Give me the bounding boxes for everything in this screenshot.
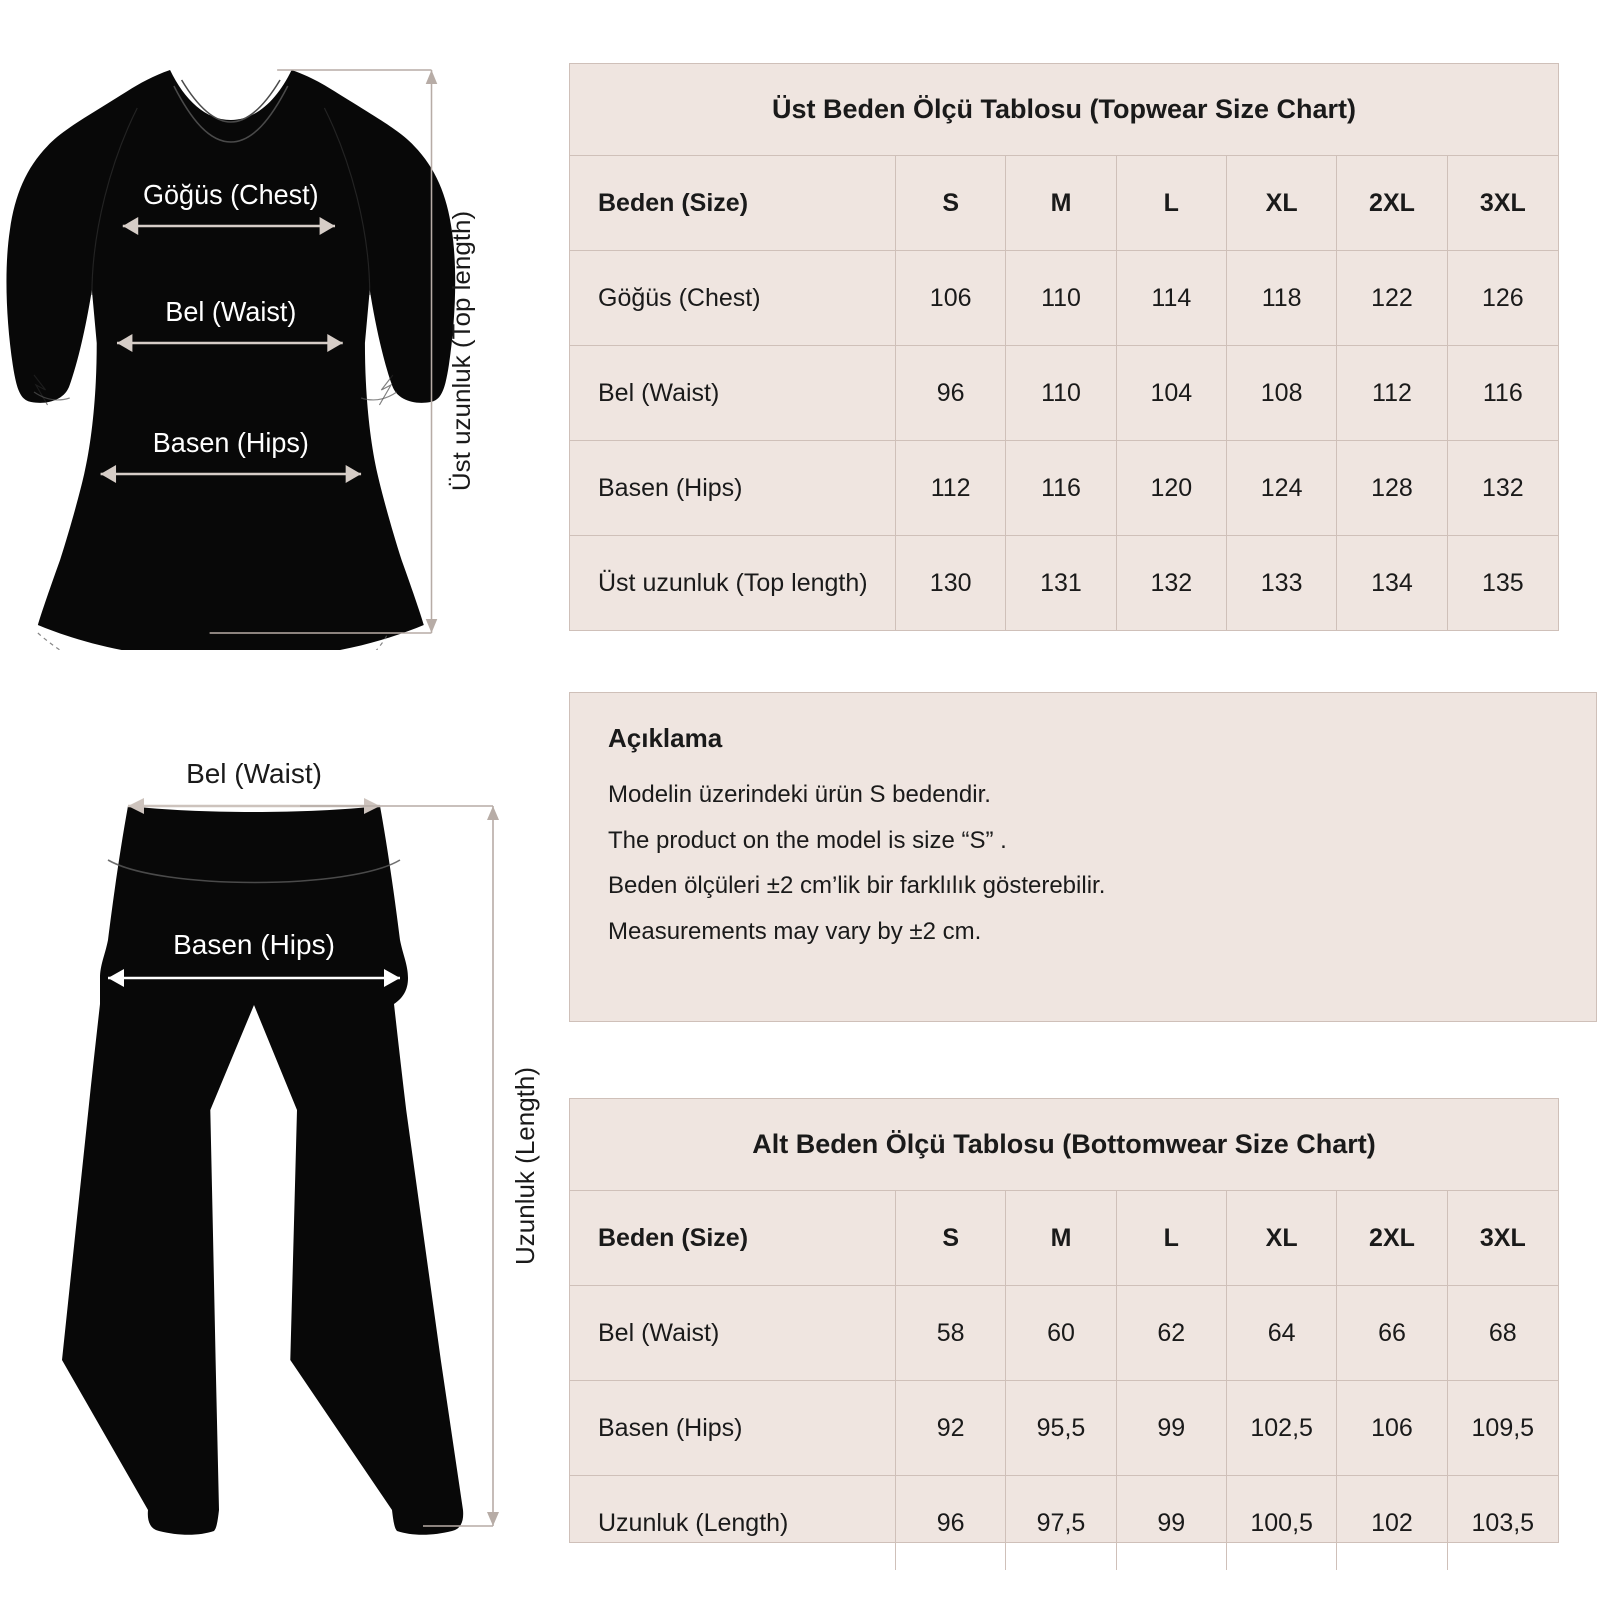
svg-text:Uzunluk (Length): Uzunluk (Length) <box>510 1067 540 1265</box>
svg-text:Üst uzunluk (Top length): Üst uzunluk (Top length) <box>448 211 475 491</box>
svg-text:Bel (Waist): Bel (Waist) <box>165 296 296 328</box>
svg-text:Basen (Hips): Basen (Hips) <box>173 929 335 960</box>
svg-text:Göğüs (Chest): Göğüs (Chest) <box>143 179 319 211</box>
svg-text:Basen (Hips): Basen (Hips) <box>153 427 309 459</box>
svg-text:Bel (Waist): Bel (Waist) <box>186 760 322 789</box>
